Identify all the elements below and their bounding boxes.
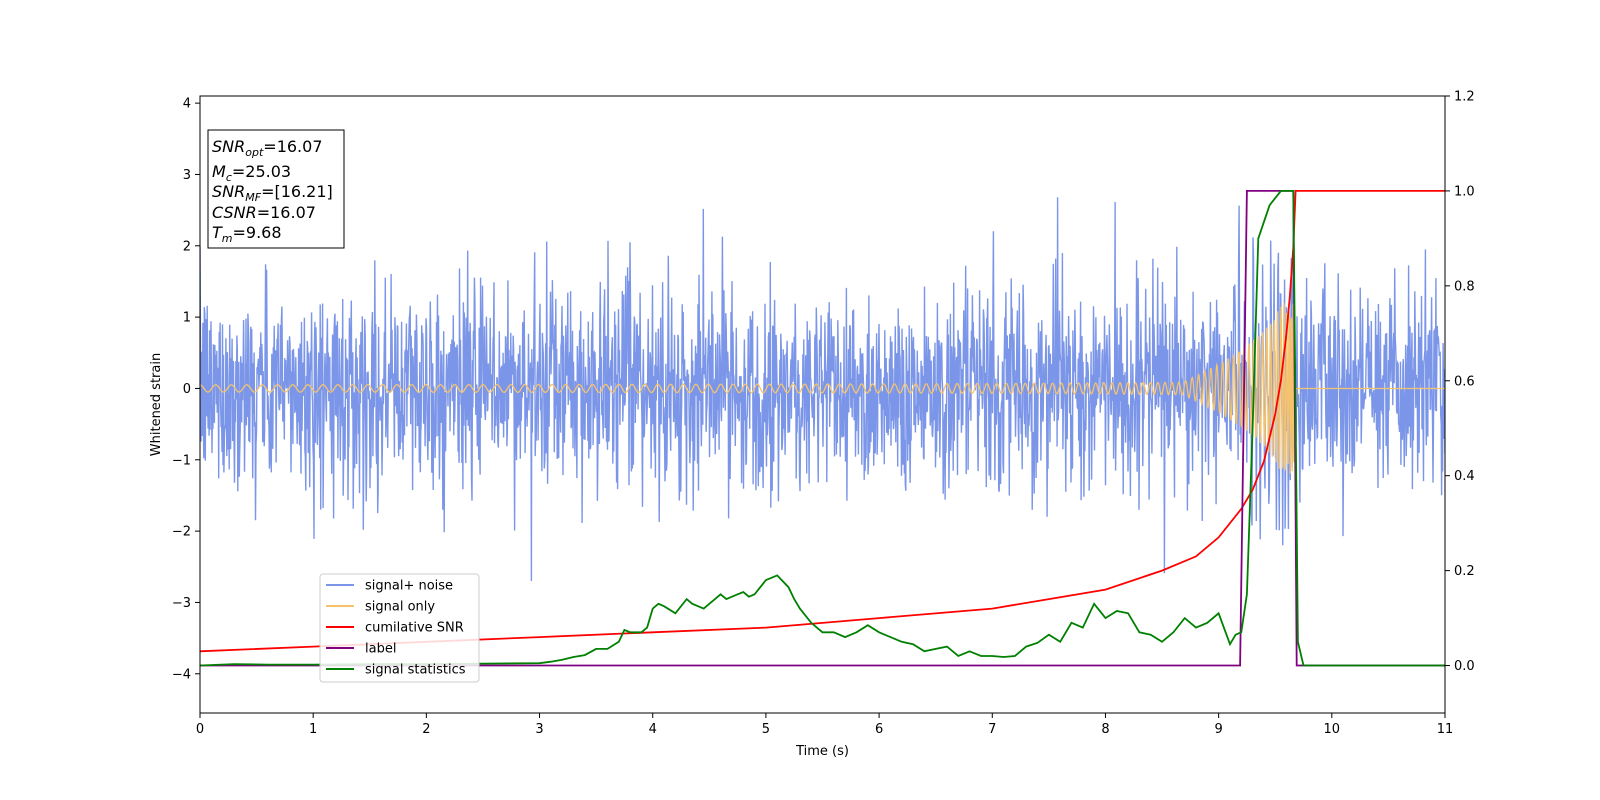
legend-frame: [319, 573, 480, 683]
y-tick-label-right: 0.0: [1454, 659, 1475, 674]
x-axis-label: Time (s): [795, 744, 849, 759]
x-tick-label: 9: [1214, 722, 1222, 737]
y-tick-label-left: −1: [172, 453, 191, 468]
series-signal-statistics: [200, 190, 1445, 667]
x-tick-label: 2: [422, 722, 430, 737]
x-tick-label: 1: [309, 722, 317, 737]
y-tick-label-right: 1.0: [1454, 184, 1475, 199]
y-tick-label-right: 0.4: [1454, 469, 1475, 484]
legend: signal+ noise signal only cumilative SNR…: [319, 573, 480, 683]
y-tick-label-left: 3: [183, 168, 191, 183]
legend-label-cumulative-snr: cumilative SNR: [365, 621, 464, 636]
info-mc: Mc=25.03: [212, 162, 291, 184]
legend-label-signal-only: signal only: [365, 600, 435, 615]
legend-label-label: label: [365, 642, 396, 657]
legend-label-signal-statistics: signal statistics: [365, 663, 466, 678]
y-tick-label-left: −4: [172, 667, 191, 682]
x-tick-label: 3: [535, 722, 543, 737]
info-box: SNRopt=16.07 Mc=25.03 SNRMF=[16.21] CSNR…: [207, 129, 345, 249]
x-tick-label: 8: [1101, 722, 1109, 737]
left-y-axis: −4 −3 −2 −1 0 1 2 3 4: [172, 97, 200, 682]
x-tick-label: 0: [196, 722, 204, 737]
right-y-axis: 0.0 0.2 0.4 0.6 0.8 1.0 1.2: [1445, 90, 1475, 674]
x-axis: 0 1 2 3 4 5 6 7 8 9 10 11: [196, 713, 1453, 737]
y-tick-label-right: 1.2: [1454, 90, 1475, 105]
series-cumulative-snr: [200, 190, 1445, 653]
info-csnr: CSNR=16.07: [212, 203, 316, 222]
y-axis-label: Whitened strain: [149, 353, 164, 456]
y-tick-label-left: 2: [183, 239, 191, 254]
y-tick-label-left: 1: [183, 311, 191, 326]
x-tick-label: 11: [1437, 722, 1454, 737]
x-tick-label: 10: [1324, 722, 1341, 737]
y-tick-label-left: −2: [172, 525, 191, 540]
info-snr-mf: SNRMF=[16.21]: [212, 182, 333, 204]
info-tm: Tm=9.68: [212, 223, 282, 245]
y-tick-label-left: −3: [172, 596, 191, 611]
y-tick-label-right: 0.6: [1454, 374, 1475, 389]
plot-area: [200, 190, 1445, 667]
legend-label-signal-noise: signal+ noise: [365, 579, 453, 594]
x-tick-label: 6: [875, 722, 883, 737]
y-tick-label-right: 0.2: [1454, 564, 1475, 579]
info-box-frame: [207, 129, 345, 249]
y-tick-label-left: 0: [183, 382, 191, 397]
y-tick-label-left: 4: [183, 97, 191, 112]
y-tick-label-right: 0.8: [1454, 279, 1475, 294]
axes-frame: [199, 95, 1446, 714]
info-snr-opt: SNRopt=16.07: [212, 137, 323, 159]
x-tick-label: 7: [988, 722, 996, 737]
x-tick-label: 4: [649, 722, 657, 737]
series-signal-only: [200, 302, 1445, 474]
x-tick-label: 5: [762, 722, 770, 737]
